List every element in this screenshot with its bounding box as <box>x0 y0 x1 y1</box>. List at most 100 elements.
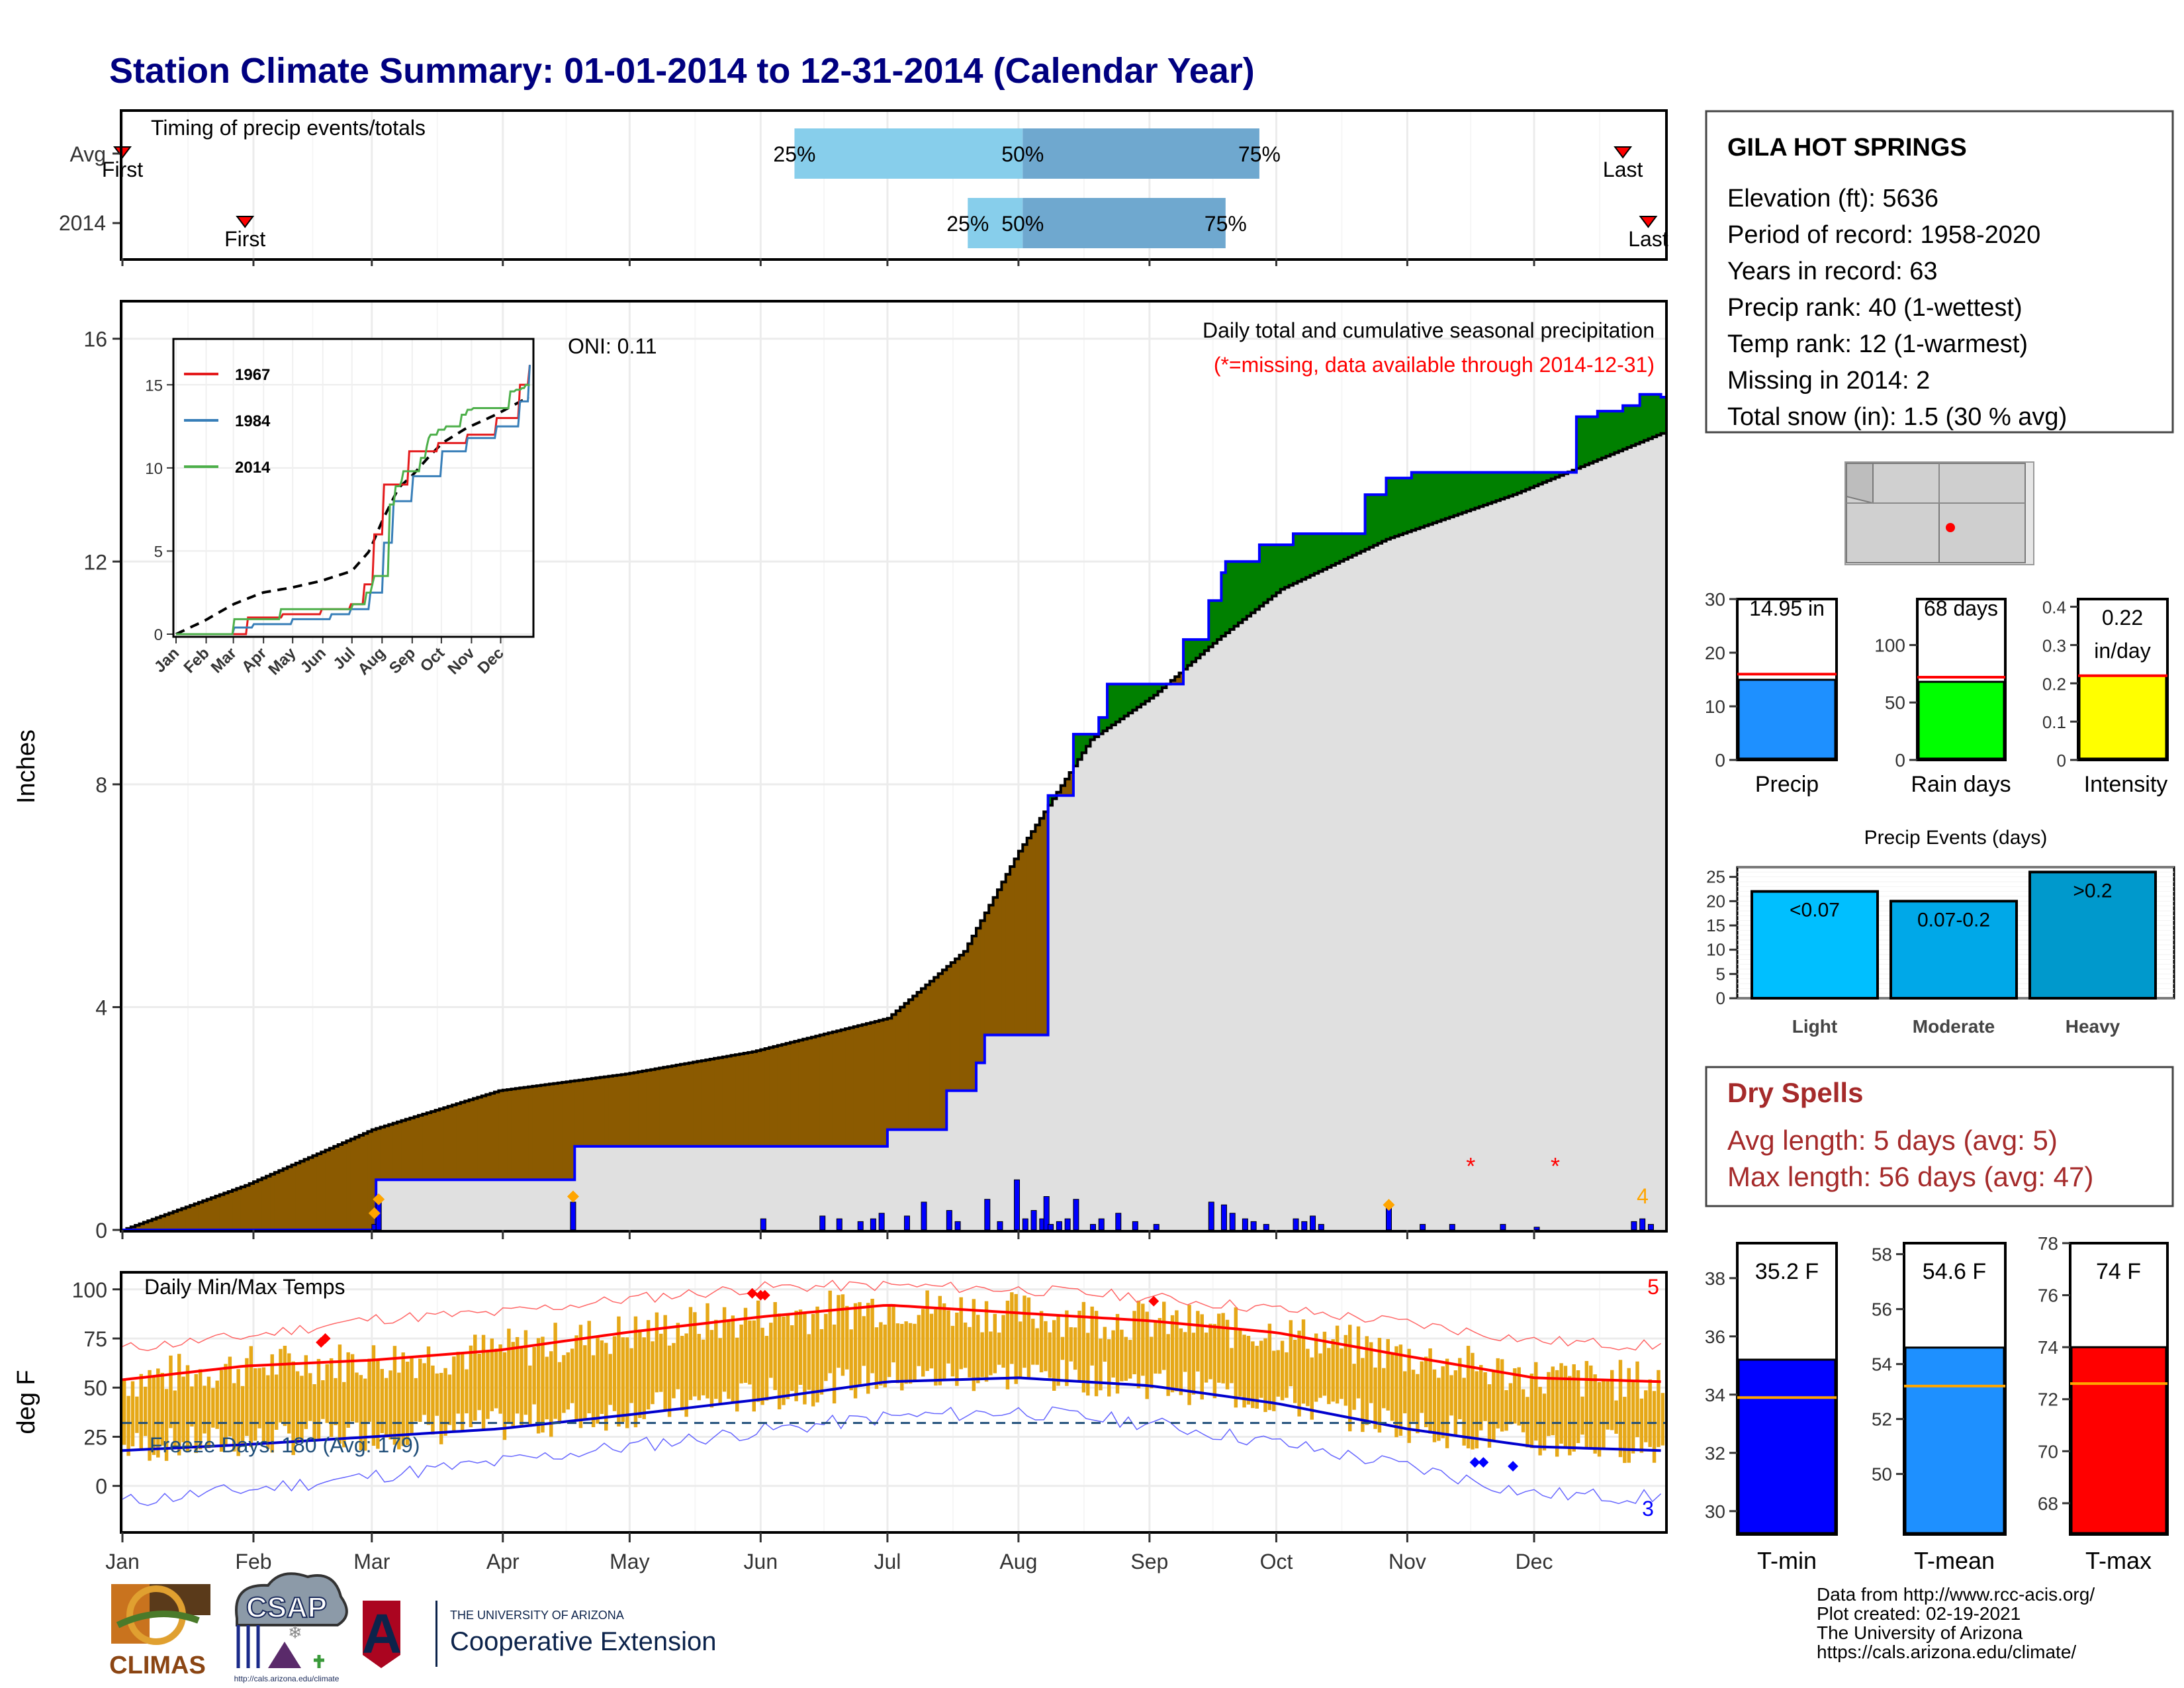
record-high-marker <box>747 1288 758 1299</box>
below-avg-area <box>600 1077 605 1147</box>
below-avg-area <box>587 1078 592 1147</box>
daily-temp-bar <box>1120 1329 1124 1382</box>
daily-temp-bar <box>1208 1323 1212 1380</box>
above-avg-area <box>1120 684 1125 720</box>
daily-temp-bar <box>963 1322 968 1368</box>
below-avg-area <box>942 970 947 1130</box>
month-label: Apr <box>486 1550 520 1573</box>
month-label: Nov <box>1388 1550 1426 1573</box>
ua-logo: A THE UNIVERSITY OF ARIZONA Cooperative … <box>362 1601 716 1668</box>
daily-precip-bar <box>819 1215 826 1231</box>
daily-temp-bar <box>1589 1365 1593 1448</box>
events-category-label: Moderate <box>1913 1016 1995 1037</box>
daily-temp-bar <box>1483 1372 1487 1421</box>
daily-temp-bar <box>625 1337 629 1429</box>
daily-temp-bar <box>363 1378 367 1451</box>
daily-temp-bar <box>1234 1307 1238 1408</box>
below-avg-area <box>925 984 931 1130</box>
daily-temp-bar <box>1124 1336 1128 1381</box>
daily-temp-bar <box>1322 1331 1327 1396</box>
daily-temp-bar <box>1175 1310 1179 1391</box>
above-avg-area <box>1382 494 1387 541</box>
precip-panel: 0 4 8 12 16 Inches ONI: 0.11 Daily total and… <box>13 300 1668 1243</box>
above-avg-area <box>1466 472 1471 511</box>
daily-temp-bar <box>870 1299 874 1374</box>
daily-temp-bar <box>1052 1320 1056 1391</box>
daily-temp-bar <box>1606 1381 1610 1430</box>
daily-temp-bar <box>600 1340 604 1415</box>
above-avg-area <box>1513 472 1518 495</box>
daily-temp-bar <box>1340 1348 1343 1399</box>
month-label: Sep <box>1130 1550 1168 1573</box>
daily-temp-bar <box>439 1372 443 1444</box>
below-avg-area <box>921 988 926 1130</box>
below-avg-area <box>667 1066 672 1147</box>
daily-temp-bar <box>194 1374 198 1453</box>
daily-temp-bar <box>651 1341 655 1405</box>
daily-temp-bars <box>122 1290 1665 1464</box>
daily-temp-bar <box>1424 1356 1428 1427</box>
tmax-bar-chart: 68 70 72 74 76 78 74 F T-max <box>2038 1233 2169 1574</box>
daily-temp-bar <box>460 1352 465 1430</box>
daily-precip-bar <box>1310 1215 1316 1231</box>
below-avg-area <box>384 1125 389 1180</box>
daily-temp-bar <box>160 1372 164 1446</box>
daily-temp-bar <box>900 1323 904 1391</box>
precip-ytick-label: 0 <box>95 1219 107 1243</box>
daily-temp-bar <box>1513 1368 1517 1424</box>
daily-temp-bar <box>257 1368 261 1429</box>
below-avg-area <box>596 1078 601 1147</box>
station-name: GILA HOT SPRINGS <box>1727 134 1967 162</box>
panel-border <box>120 1271 1668 1534</box>
above-avg-area <box>1246 561 1251 616</box>
below-avg-area <box>545 1084 550 1180</box>
daily-temp-bar <box>828 1290 832 1374</box>
daily-temp-bar <box>837 1295 841 1368</box>
daily-temp-bar <box>1200 1314 1204 1400</box>
below-avg-area <box>693 1062 698 1147</box>
below-avg-area <box>185 1207 191 1230</box>
daily-temp-bar <box>1504 1390 1508 1431</box>
inset-series <box>175 365 531 635</box>
above-avg-area <box>1453 472 1459 516</box>
precip-ytick-label: 4 <box>95 996 107 1019</box>
daily-temp-bar <box>950 1325 955 1377</box>
avg-max-line <box>122 1303 1661 1383</box>
daily-temp-bar <box>688 1307 693 1400</box>
daily-temp-bar <box>1026 1297 1031 1378</box>
daily-temp-bar <box>397 1372 401 1450</box>
daily-temp-bar <box>270 1354 274 1453</box>
snow-marker <box>368 1207 381 1219</box>
below-avg-area <box>819 1035 825 1147</box>
above-avg-area <box>1538 472 1543 485</box>
above-avg-area <box>1657 394 1662 436</box>
first-label: First <box>224 227 265 251</box>
climas-logo: CLIMAS <box>109 1584 210 1679</box>
below-avg-area <box>697 1061 702 1147</box>
above-avg-area <box>1589 416 1594 463</box>
below-avg-area <box>684 1063 690 1147</box>
daily-temp-bar <box>1158 1318 1162 1374</box>
daily-temp-bar <box>997 1333 1001 1365</box>
daily-temp-bar <box>1128 1340 1132 1379</box>
below-avg-area <box>316 1154 322 1230</box>
above-avg-area <box>1335 534 1340 563</box>
temp-ytick-label: 100 <box>72 1278 107 1302</box>
below-avg-area <box>612 1075 617 1147</box>
below-avg-area <box>334 1146 339 1230</box>
precip-ytick-label: 16 <box>83 328 107 352</box>
station-line: Total snow (in): 1.5 (30 % avg) <box>1727 403 2067 431</box>
daily-temp-bar <box>1107 1339 1111 1397</box>
daily-temp-bar <box>760 1327 764 1405</box>
below-avg-area <box>490 1093 495 1180</box>
below-avg-area <box>439 1109 444 1180</box>
record-low-marker <box>1508 1461 1519 1472</box>
daily-temp-bar <box>1373 1367 1377 1429</box>
daily-temp-bar <box>1386 1338 1390 1411</box>
below-avg-area <box>562 1082 567 1180</box>
daily-temp-bar <box>976 1315 980 1383</box>
below-avg-area <box>1014 859 1019 1035</box>
daily-temp-bar <box>321 1380 325 1419</box>
below-avg-area <box>993 897 998 1035</box>
daily-precip-bar <box>1263 1224 1269 1231</box>
